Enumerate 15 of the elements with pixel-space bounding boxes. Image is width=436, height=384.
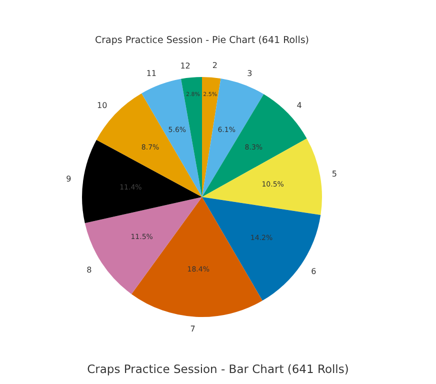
slice-label: 5 bbox=[332, 169, 337, 178]
slice-label: 2 bbox=[212, 61, 218, 70]
slice-label: 8 bbox=[86, 265, 92, 274]
text: Craps Practice Session - Bar Chart (641 Rolls) bbox=[87, 362, 349, 376]
pie-slice bbox=[82, 140, 202, 224]
chart-title: Craps Practice Session - Pie Chart (641 Rolls) bbox=[95, 35, 309, 46]
slice-label: 11 bbox=[146, 68, 157, 78]
slice-label: 10 bbox=[97, 100, 108, 110]
slice-label: 12 bbox=[180, 61, 190, 70]
slice-label: 7 bbox=[190, 324, 196, 334]
slice-label: 9 bbox=[66, 174, 72, 184]
slice-label: 6 bbox=[311, 266, 316, 276]
slice-label: 3 bbox=[247, 68, 252, 78]
slice-label: 4 bbox=[296, 100, 302, 110]
pie-slice bbox=[202, 138, 322, 216]
